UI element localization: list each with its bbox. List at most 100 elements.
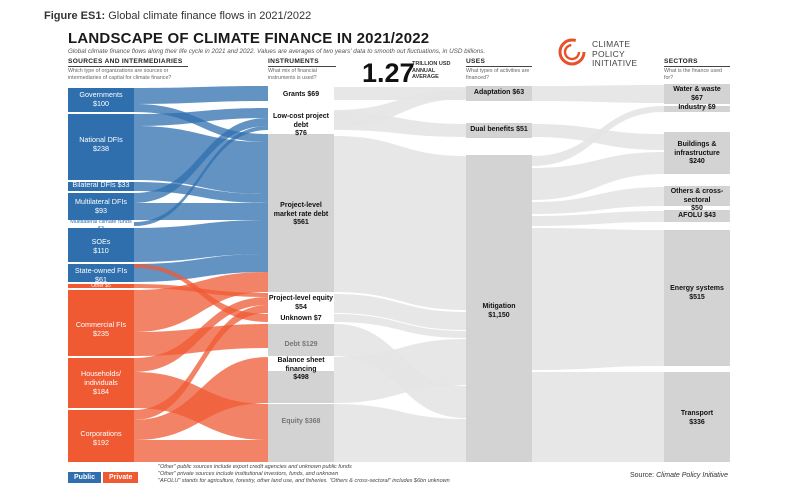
use-label-dual-benefits: Dual benefits $51 bbox=[470, 126, 528, 133]
flow-mitigation-energy bbox=[532, 228, 664, 370]
flow-soe-marketdebt bbox=[134, 220, 268, 262]
flow-sofi-marketdebt bbox=[134, 254, 268, 282]
instruments-rule bbox=[268, 66, 336, 67]
flow-mitigation-afolu bbox=[532, 211, 664, 226]
instrument-label-project-equity: Project-level equity $54 bbox=[268, 295, 334, 311]
source-node-5 bbox=[68, 228, 134, 262]
instrument-label-unknown: Unknown $7 bbox=[280, 315, 322, 322]
source-node-10 bbox=[68, 410, 134, 462]
instrument-highlight-2 bbox=[268, 293, 334, 313]
sector-node-3 bbox=[664, 186, 730, 206]
instrument-node-5 bbox=[268, 324, 334, 356]
source-label-bilateral-dfis: Bilateral DFIs $33 bbox=[72, 180, 130, 189]
source-label-commercial-fis: Commercial FIs $235 bbox=[75, 320, 127, 338]
source-node-8 bbox=[68, 290, 134, 356]
flow-market-debt-mitigation bbox=[334, 136, 466, 310]
footnote-2: "Other" private sources include institut… bbox=[158, 471, 339, 478]
flow-equity-mitigation bbox=[334, 294, 466, 330]
instrument-label-equity: Equity $368 bbox=[281, 418, 321, 425]
source-node-3 bbox=[68, 193, 134, 220]
sector-label-industry: Industry $9 bbox=[678, 104, 716, 111]
source-name: Climate Policy Initiative bbox=[656, 472, 729, 479]
logo-line-1: CLIMATE bbox=[592, 39, 631, 49]
sector-label-water: Water & waste $67 bbox=[673, 86, 721, 102]
subtitle: Global climate finance flows along their… bbox=[68, 48, 486, 55]
page-title: LANDSCAPE OF CLIMATE FINANCE IN 2021/202… bbox=[68, 30, 430, 47]
instrument-label-balance-sheet: Balance sheet financing $498 bbox=[277, 357, 325, 381]
flow-mdfi-lowcost bbox=[134, 118, 268, 203]
flow-debt-mitigation bbox=[334, 324, 466, 418]
flow-corp-equity bbox=[134, 305, 268, 420]
source-node-mcf-gap bbox=[68, 222, 134, 226]
instrument-label-debt: Debt $129 bbox=[284, 341, 318, 348]
instrument-label-grants: Grants $69 bbox=[282, 91, 320, 98]
flow-corp-balance bbox=[134, 357, 268, 440]
flow-cfi-debt bbox=[134, 324, 268, 356]
use-node-0 bbox=[466, 86, 532, 101]
sector-node-1 bbox=[664, 106, 730, 112]
flow-mitigation-buildings bbox=[532, 152, 664, 200]
source-label-other: Other $5 bbox=[91, 283, 111, 289]
flow-ndfi-lowcost bbox=[134, 108, 268, 126]
source-label-multilateral-dfis: Multilateral DFIs $93 bbox=[75, 197, 127, 215]
total-value: 1.27 bbox=[362, 58, 415, 88]
source-label-households: Households/ individuals $184 bbox=[81, 369, 121, 396]
source-credit: Source: Climate Policy Initiative bbox=[630, 472, 728, 479]
use-node-1 bbox=[466, 123, 532, 138]
total-label: TRILLION USD ANNUAL AVERAGE bbox=[412, 61, 451, 81]
legend-private: Private bbox=[103, 472, 139, 483]
instrument-node-2 bbox=[268, 134, 334, 292]
instrument-highlight-0 bbox=[268, 86, 334, 101]
flow-gov-grants bbox=[134, 86, 268, 104]
sources-rule bbox=[68, 66, 188, 67]
flow-unknown-mitigation bbox=[334, 314, 466, 338]
source-label-national-dfis: National DFIs $238 bbox=[79, 135, 123, 153]
source-label-soes: SOEs $110 bbox=[91, 237, 111, 255]
sector-node-2 bbox=[664, 132, 730, 174]
flow-cfi-marketdebt bbox=[134, 272, 268, 332]
source-flows bbox=[134, 86, 268, 462]
flow-mitigation-transport bbox=[532, 372, 664, 462]
source-prefix: Source: bbox=[630, 472, 655, 479]
flow-mcf-lowcost bbox=[134, 126, 268, 226]
sector-node-4 bbox=[664, 210, 730, 222]
instruments-heading: INSTRUMENTS bbox=[268, 58, 319, 65]
instrument-label-low-cost-debt: Low-cost project debt $76 bbox=[272, 113, 329, 137]
sectors-rule bbox=[664, 66, 730, 67]
cpi-logo-icon bbox=[558, 38, 586, 66]
source-node-6 bbox=[68, 264, 134, 282]
total-label-2: ANNUAL bbox=[412, 67, 436, 74]
logo-line-3: INITIATIVE bbox=[592, 58, 638, 68]
logo-line-2: POLICY bbox=[592, 48, 625, 59]
instrument-highlight-1 bbox=[268, 108, 334, 132]
source-node-1 bbox=[68, 114, 134, 180]
total-label-1: TRILLION USD bbox=[412, 61, 451, 67]
use-label-mitigation: Mitigation $1,150 bbox=[482, 303, 516, 319]
footnote-3: "AFOLU" stands for agriculture, forestry… bbox=[158, 478, 450, 485]
figure-label-text: Global climate finance flows in 2021/202… bbox=[108, 10, 312, 22]
sector-label-buildings: Buildings & infrastructure $240 bbox=[674, 141, 720, 165]
sector-node-5 bbox=[664, 230, 730, 366]
source-node-9 bbox=[68, 358, 134, 408]
instrument-highlight-4 bbox=[268, 357, 334, 371]
grey-flows bbox=[334, 85, 664, 462]
flow-unknown bbox=[134, 264, 268, 322]
footnotes: "Other" public sources include export cr… bbox=[158, 464, 598, 486]
flow-adaptation-water bbox=[532, 85, 664, 103]
use-label-adaptation: Adaptation $63 bbox=[473, 89, 525, 96]
sources-subheading: Which type of organizations are sources … bbox=[68, 68, 172, 81]
source-label-state-owned-fis: State-owned FIs $61 bbox=[74, 266, 128, 284]
figure-label: Figure ES1: Global climate finance flows… bbox=[44, 10, 311, 22]
figure-label-prefix: Figure ES1: bbox=[44, 10, 106, 22]
source-label-multilateral-funds: Multilateral climate funds $3 bbox=[70, 219, 132, 232]
uses-rule bbox=[466, 66, 532, 67]
instrument-label-market-rate-debt: Project-level market rate debt $561 bbox=[273, 202, 329, 226]
flow-equity-bs-mitigation bbox=[334, 404, 466, 462]
sources-heading: SOURCES AND INTERMEDIARIES bbox=[68, 58, 183, 65]
instrument-highlight-3 bbox=[268, 314, 334, 322]
uses-subheading: What types of activities are financed? bbox=[466, 68, 530, 81]
use-node-2 bbox=[466, 155, 532, 462]
instruments-subheading: What mix of financial instruments is use… bbox=[268, 68, 317, 81]
legend-public: Public bbox=[68, 472, 102, 483]
